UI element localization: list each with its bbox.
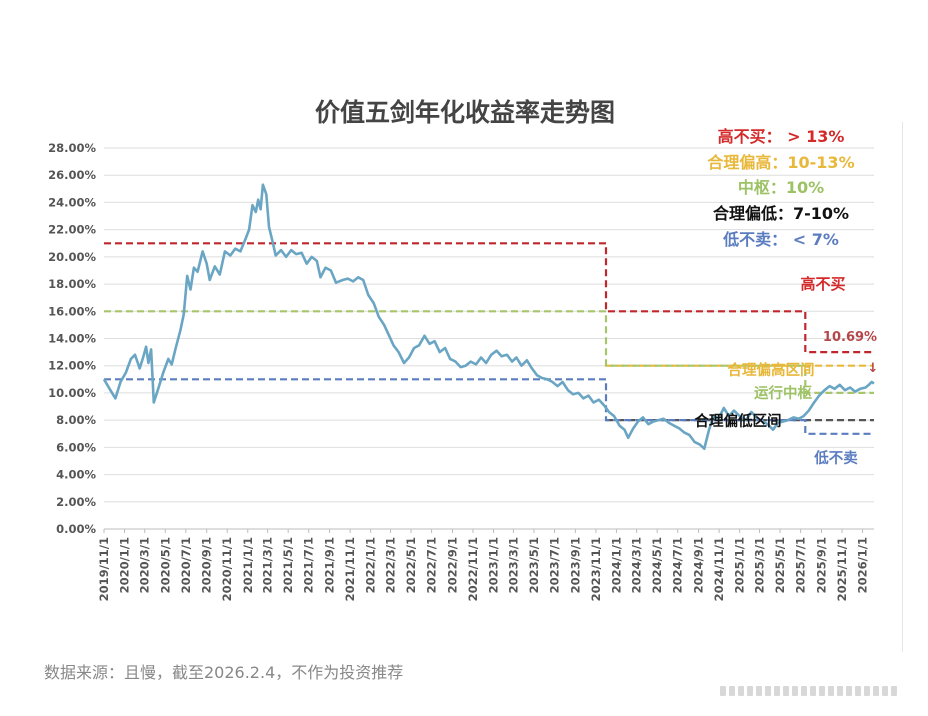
x-tick-label: 2023/1/1 (487, 537, 501, 593)
y-tick-label: 20.00% (48, 250, 96, 264)
x-tick-label: 2024/7/1 (671, 537, 685, 593)
y-tick-label: 16.00% (48, 304, 96, 318)
threshold-line (104, 378, 874, 435)
y-tick-label: 24.00% (48, 195, 96, 209)
x-tick-label: 2020/11/1 (220, 537, 234, 601)
x-tick-label: 2026/1/1 (856, 537, 870, 593)
annotation-label: 高不买 (800, 275, 845, 293)
legend-entry: 中枢：10% (738, 178, 824, 197)
x-tick-label: 2021/7/1 (302, 537, 316, 593)
x-tick-label: 2021/1/1 (241, 537, 255, 593)
x-tick-label: 2022/11/1 (466, 537, 480, 601)
threshold-lines (104, 242, 874, 435)
x-tick-label: 2024/3/1 (630, 537, 644, 593)
x-tick-label: 2020/3/1 (138, 537, 152, 593)
x-tick-label: 2022/5/1 (404, 537, 418, 593)
y-tick-label: 26.00% (48, 168, 96, 182)
y-tick-label: 2.00% (56, 495, 96, 509)
x-tick-label: 2023/3/1 (506, 537, 520, 593)
y-tick-label: 12.00% (48, 359, 96, 373)
x-tick-label: 2020/5/1 (158, 537, 172, 593)
annotation-label: 10.69% (823, 330, 877, 345)
y-tick-label: 4.00% (56, 468, 96, 482)
x-tick-label: 2025/1/1 (733, 537, 747, 593)
legend-entry: 合理偏高：10-13% (707, 153, 854, 172)
annotation-label: ↓ (868, 361, 879, 376)
x-tick-label: 2021/9/1 (323, 537, 337, 593)
x-tick-label: 2023/7/1 (547, 537, 561, 593)
x-tick-label: 2020/7/1 (179, 537, 193, 593)
x-tick-label: 2022/3/1 (384, 537, 398, 593)
x-tick-label: 2024/5/1 (650, 537, 664, 593)
threshold-line (104, 310, 874, 394)
annotation-label: 合理偏高区间 (727, 361, 815, 379)
x-tick-label: 2019/11/1 (97, 537, 111, 601)
series-line (102, 183, 875, 450)
x-tick-label: 2022/9/1 (445, 537, 459, 593)
x-tick-label: 2020/1/1 (118, 537, 132, 593)
x-tick-label: 2024/11/1 (712, 537, 726, 601)
y-axis: 0.00% 2.00% 4.00% 6.00% 8.00% 10.00% 12.00% 14.… (48, 141, 96, 536)
x-tick-label: 2024/1/1 (609, 537, 623, 593)
threshold-line (104, 242, 874, 354)
x-tick-label: 2023/5/1 (527, 537, 541, 593)
source-note: 数据来源：且慢，截至2026.2.4，不作为投资推荐 (44, 663, 404, 682)
annotation-label: 合理偏低区间 (694, 412, 782, 430)
x-axis: 2019/11/1 2020/1/1 2020/3/1 2020/5/1 2020/7/… (97, 529, 870, 601)
x-tick-label: 2021/3/1 (261, 537, 275, 593)
y-tick-label: 22.00% (48, 223, 96, 237)
y-tick-label: 6.00% (56, 440, 96, 454)
x-tick-label: 2025/7/1 (794, 537, 808, 593)
y-tick-label: 0.00% (56, 522, 96, 536)
x-tick-label: 2024/9/1 (692, 537, 706, 593)
legend-entry: 合理偏低：7-10% (713, 204, 849, 223)
y-tick-label: 28.00% (48, 141, 96, 155)
y-tick-label: 18.00% (48, 277, 96, 291)
legend-entry: 高不买： > 13% (718, 127, 845, 146)
x-tick-label: 2025/3/1 (753, 537, 767, 593)
x-tick-label: 2023/11/1 (589, 537, 603, 601)
x-tick-label: 2025/9/1 (814, 537, 828, 593)
y-tick-label: 8.00% (56, 413, 96, 427)
annotation-label: 低不卖 (813, 449, 858, 467)
watermark-dots (720, 686, 920, 698)
x-tick-label: 2022/7/1 (425, 537, 439, 593)
x-tick-label: 2022/1/1 (364, 537, 378, 593)
y-tick-label: 10.00% (48, 386, 96, 400)
legend: 高不买： > 13% 合理偏高：10-13% 中枢：10% 合理偏低：7-10% 低不卖… (707, 127, 854, 249)
legend-entry: 低不卖： < 7% (722, 230, 839, 249)
panel-edge (902, 122, 903, 652)
x-tick-label: 2021/5/1 (281, 537, 295, 593)
x-tick-label: 2023/9/1 (568, 537, 582, 593)
grid (104, 147, 874, 530)
x-tick-label: 2020/9/1 (200, 537, 214, 593)
x-tick-label: 2021/11/1 (343, 537, 357, 601)
y-tick-label: 14.00% (48, 332, 96, 346)
x-tick-label: 2025/11/1 (835, 537, 849, 601)
chart-title: 价值五剑年化收益率走势图 (315, 98, 615, 127)
series (102, 183, 875, 450)
x-tick-label: 2025/5/1 (773, 537, 787, 593)
annotation-label: 运行中枢 (754, 384, 812, 402)
